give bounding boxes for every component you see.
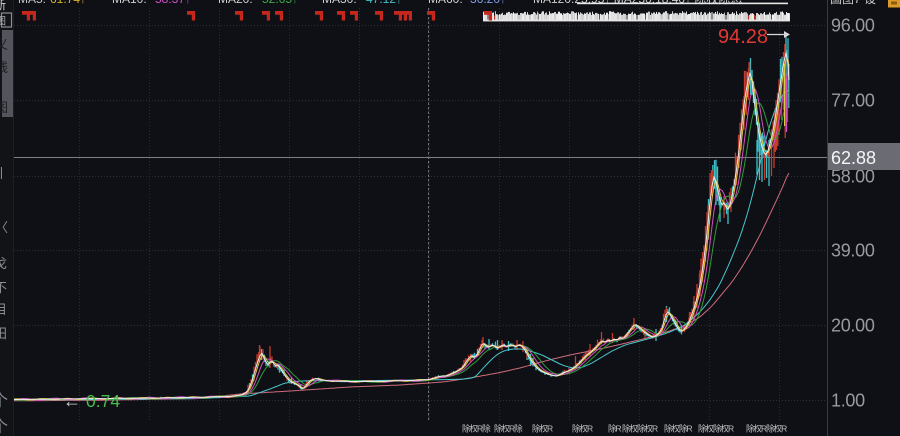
svg-text:20.00: 20.00: [831, 316, 875, 336]
svg-text:国图7 设: 国图7 设: [830, 0, 876, 6]
svg-text:丨: 丨: [0, 166, 8, 181]
svg-text:除权除权R: 除权除权R: [698, 424, 734, 434]
svg-text:MA60:: MA60:: [428, 0, 463, 6]
svg-text:MA10:: MA10:: [112, 0, 147, 6]
svg-text:除权除R: 除权除R: [664, 424, 693, 434]
svg-text:除权R除: 除权R除: [494, 424, 523, 434]
svg-text:图: 图: [0, 100, 8, 115]
svg-text:线: 线: [0, 60, 8, 75]
svg-text:义: 义: [0, 37, 8, 52]
svg-text:52.65↑: 52.65↑: [262, 0, 298, 6]
svg-text:MA20:: MA20:: [218, 0, 253, 6]
svg-text:39.00: 39.00: [831, 241, 875, 261]
svg-text:MA30:: MA30:: [322, 0, 357, 6]
svg-text:←: ←: [63, 391, 81, 411]
svg-text:图: 图: [0, 16, 6, 28]
svg-text:断: 断: [0, 0, 6, 12]
svg-text:个: 个: [0, 392, 8, 410]
svg-text:58.00: 58.00: [831, 167, 875, 187]
svg-text:〈: 〈: [0, 220, 8, 235]
svg-text:94.28: 94.28: [718, 26, 768, 48]
svg-text:个: 个: [0, 418, 8, 436]
svg-text:除R: 除R: [608, 424, 622, 434]
svg-text:MA5:: MA5:: [18, 0, 46, 6]
svg-text:96.00: 96.00: [831, 16, 875, 36]
svg-text:77.00: 77.00: [831, 91, 875, 111]
svg-text:除权除权R: 除权除权R: [622, 424, 658, 434]
svg-text:58.37↑: 58.37↑: [155, 0, 191, 6]
svg-text:1.00: 1.00: [831, 391, 865, 411]
svg-text:除权R: 除权R: [572, 424, 593, 434]
svg-text:戈: 戈: [0, 256, 7, 271]
svg-text:目: 目: [0, 302, 7, 317]
svg-text:不: 不: [0, 280, 7, 295]
svg-text:36.20↑: 36.20↑: [470, 0, 506, 6]
svg-text:47.12↑: 47.12↑: [366, 0, 402, 6]
svg-text:0.74: 0.74: [86, 391, 120, 411]
svg-text:田: 田: [0, 326, 7, 341]
svg-text:62.88: 62.88: [831, 148, 876, 168]
svg-text:除权R除权R: 除权R除权R: [746, 424, 787, 434]
svg-text:除权R: 除权R: [532, 424, 553, 434]
svg-text:除权R除: 除权R除: [462, 424, 491, 434]
svg-text:61.74↑: 61.74↑: [50, 0, 86, 6]
